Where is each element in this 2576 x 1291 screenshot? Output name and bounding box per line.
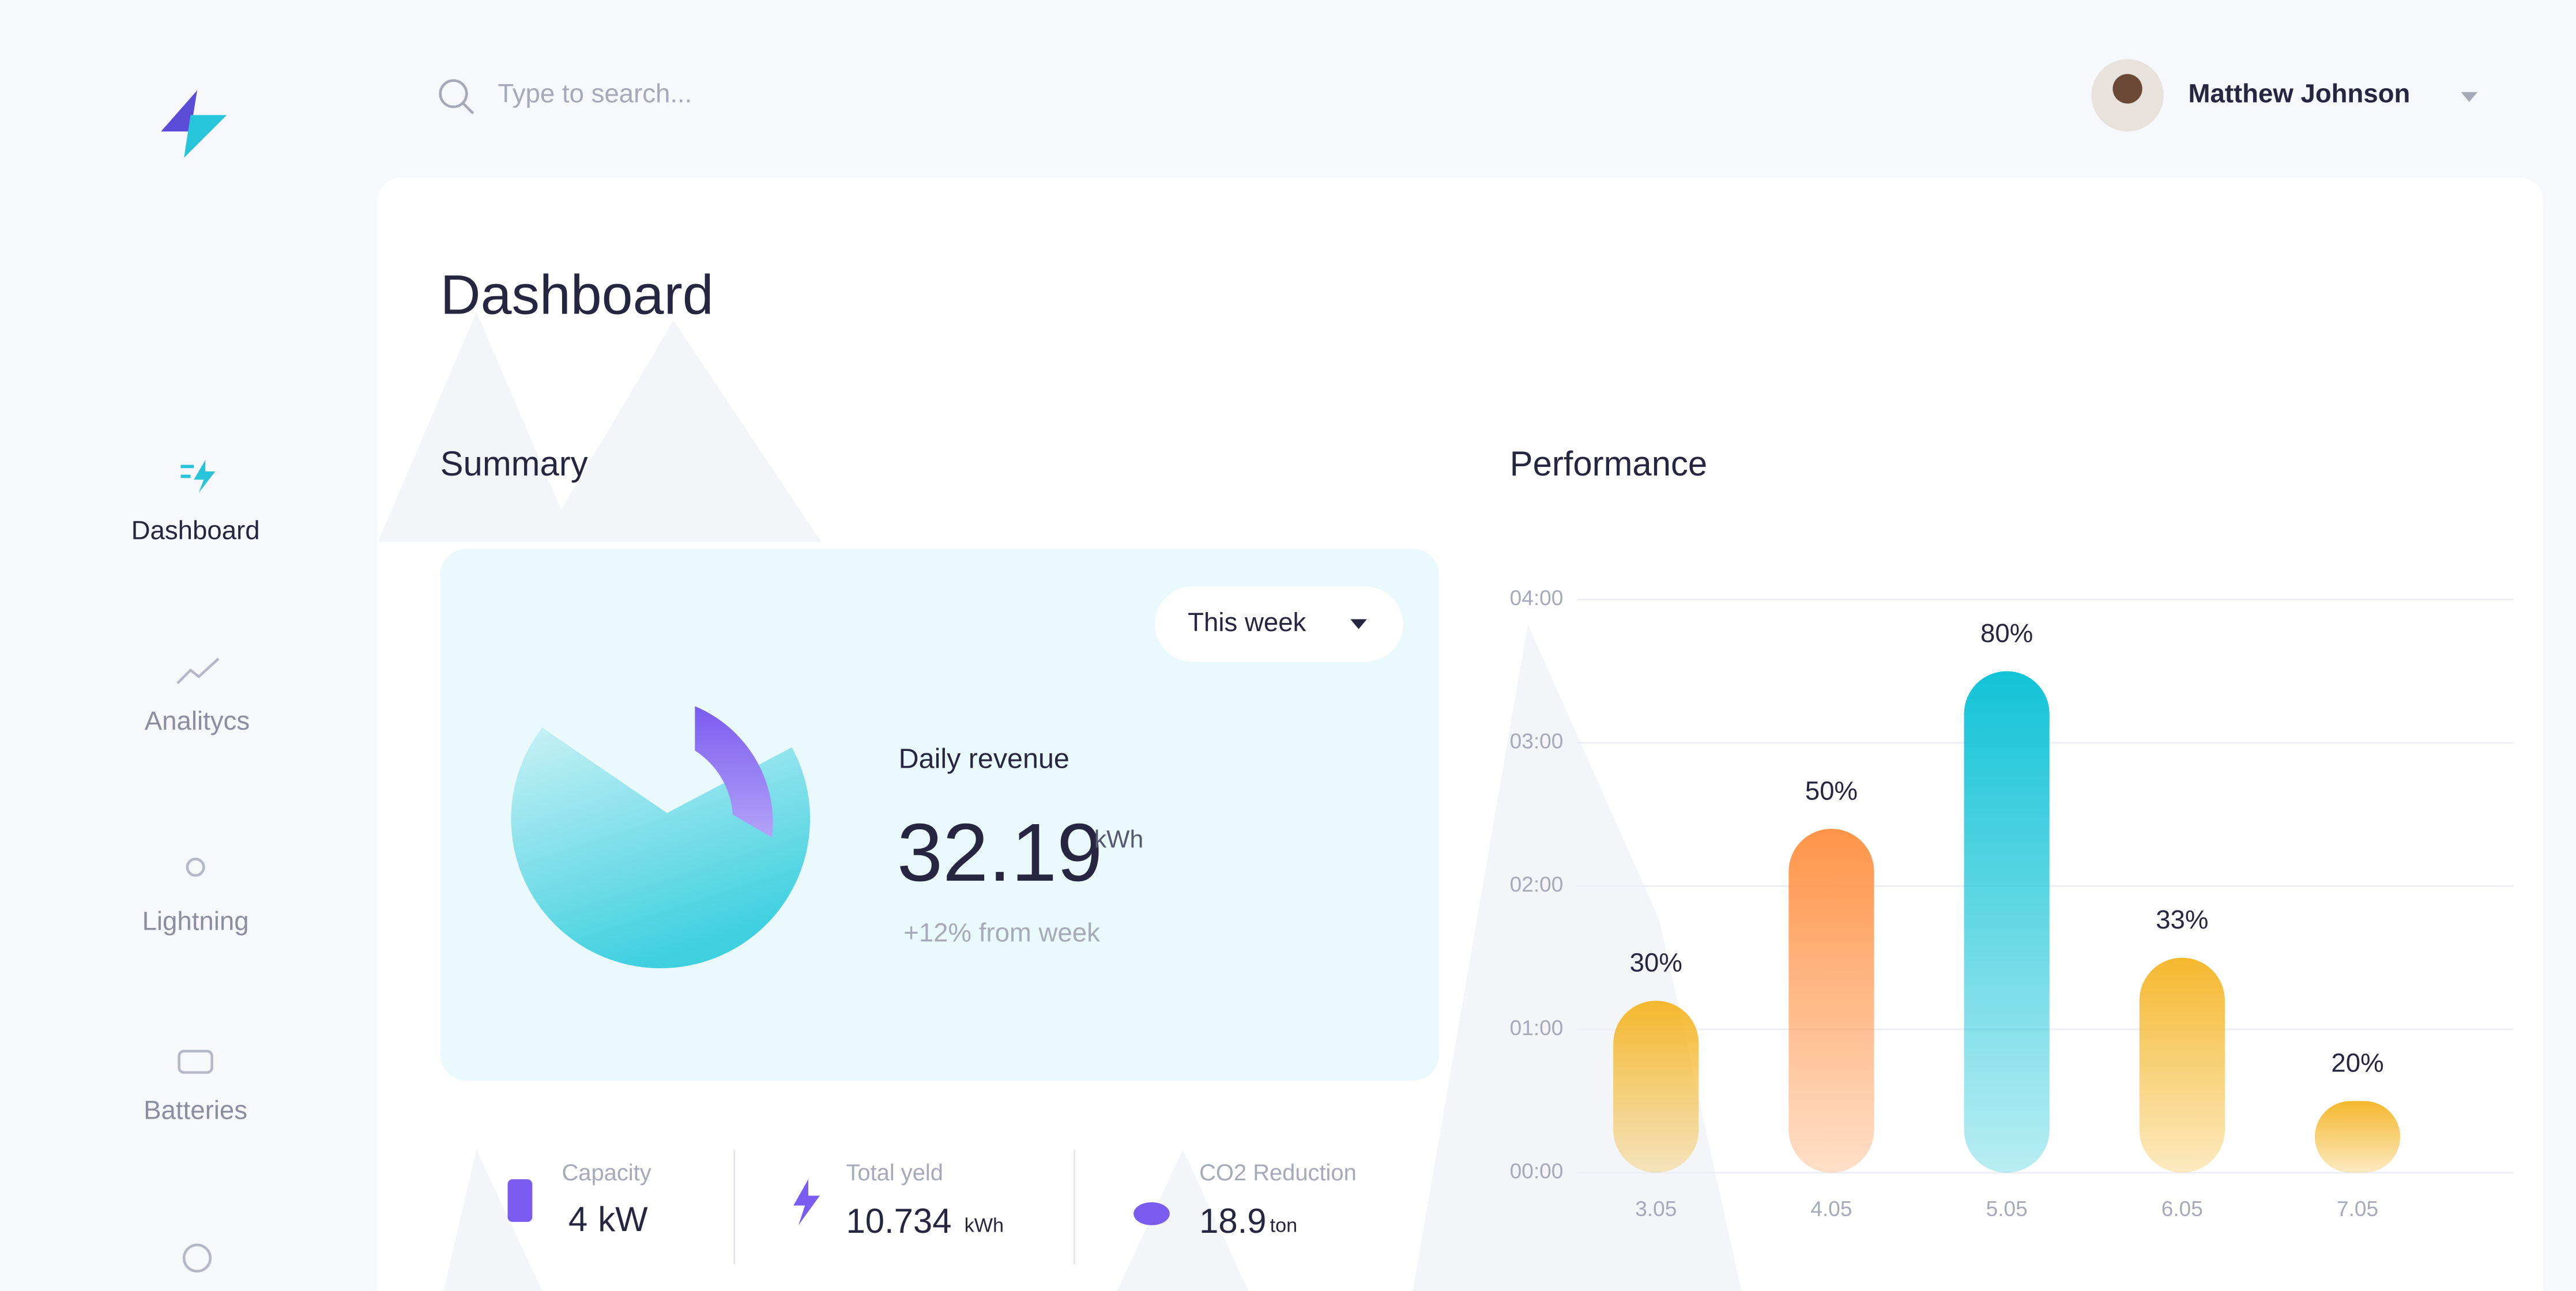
section-title: Performance [1510, 444, 1708, 483]
bar-label: 30% [1630, 948, 1682, 977]
stat-icon [1133, 1202, 1170, 1225]
stat-label: Capacity [562, 1160, 651, 1186]
revenue-change: +12% from week [903, 918, 1100, 948]
search-icon [462, 103, 474, 115]
bar [2314, 1101, 2401, 1173]
nav-item[interactable]: Batteries [144, 1095, 247, 1124]
bar [1788, 829, 1874, 1173]
pie-arc [695, 706, 773, 838]
nav-icon [178, 1050, 213, 1074]
x-tick-label: 3.05 [1635, 1196, 1677, 1221]
x-tick-label: 4.05 [1810, 1196, 1852, 1221]
x-tick-label: 6.05 [2161, 1196, 2203, 1221]
search-icon [439, 79, 468, 108]
nav-icon [180, 460, 216, 493]
stat-icon [507, 1179, 533, 1222]
y-tick-label: 01:00 [1510, 1016, 1564, 1040]
nav-item[interactable]: Analitycs [145, 706, 250, 735]
bar [1613, 1001, 1699, 1173]
y-tick-label: 04:00 [1510, 586, 1564, 610]
stat-value: 18.9 [1199, 1202, 1266, 1240]
user-name[interactable]: Matthew Johnson [2189, 78, 2411, 108]
bar [1964, 671, 2050, 1173]
dropdown-arrow[interactable] [2461, 92, 2478, 102]
bar-label: 20% [2331, 1048, 2383, 1078]
nav-item[interactable]: Lightning [142, 907, 249, 936]
performance-chart: 00:00 01:00 02:00 03:00 04:00 30% 3.05 50% 4.05 8… [1510, 586, 2514, 1221]
stat-label: CO2 Reduction [1199, 1160, 1357, 1186]
y-tick-label: 00:00 [1510, 1158, 1564, 1183]
bar-label: 80% [1980, 618, 2033, 648]
nav-item[interactable]: Dashboard [131, 515, 260, 545]
stat-value: 10.734 [846, 1202, 951, 1240]
bar-label: 50% [1805, 776, 1858, 805]
revenue-unit: kWh [1094, 825, 1143, 853]
x-tick-label: 7.05 [2337, 1196, 2378, 1221]
stats: Capacity 4 kW Total yeld 10.734 kWh CO2 … [507, 1149, 1357, 1265]
stat-value: 4 [568, 1200, 587, 1239]
stat-icon [793, 1179, 820, 1225]
stat-unit: ton [1270, 1215, 1298, 1237]
page-title: Dashboard [440, 263, 714, 326]
bar [2139, 957, 2225, 1173]
search[interactable]: Type to search... [439, 78, 692, 115]
period-button[interactable] [1155, 586, 1403, 662]
sidebar: Dashboard Analitycs Lightning Batteries [131, 460, 260, 1273]
section-title: Summary [440, 444, 588, 483]
bar-label: 33% [2156, 905, 2208, 934]
user-menu[interactable]: Matthew Johnson [2091, 59, 2478, 132]
period-label[interactable]: This week [1188, 607, 1306, 637]
x-tick-label: 5.05 [1986, 1196, 2028, 1221]
search-placeholder[interactable]: Type to search... [498, 78, 692, 108]
period-select[interactable]: This week [1155, 586, 1403, 662]
nav-icon[interactable] [182, 1243, 212, 1273]
avatar [2112, 74, 2142, 104]
stat-unit: kW [598, 1200, 648, 1239]
stat-label: Total yeld [846, 1160, 943, 1186]
nav-icon [186, 858, 205, 877]
nav-icon [176, 658, 220, 685]
y-tick-label: 02:00 [1510, 872, 1564, 896]
revenue-label: Daily revenue [899, 743, 1069, 774]
y-tick-label: 03:00 [1510, 729, 1564, 753]
dropdown-arrow [1350, 619, 1367, 629]
revenue-value: 32.19 [897, 807, 1103, 899]
stat-unit: kWh [965, 1215, 1004, 1237]
